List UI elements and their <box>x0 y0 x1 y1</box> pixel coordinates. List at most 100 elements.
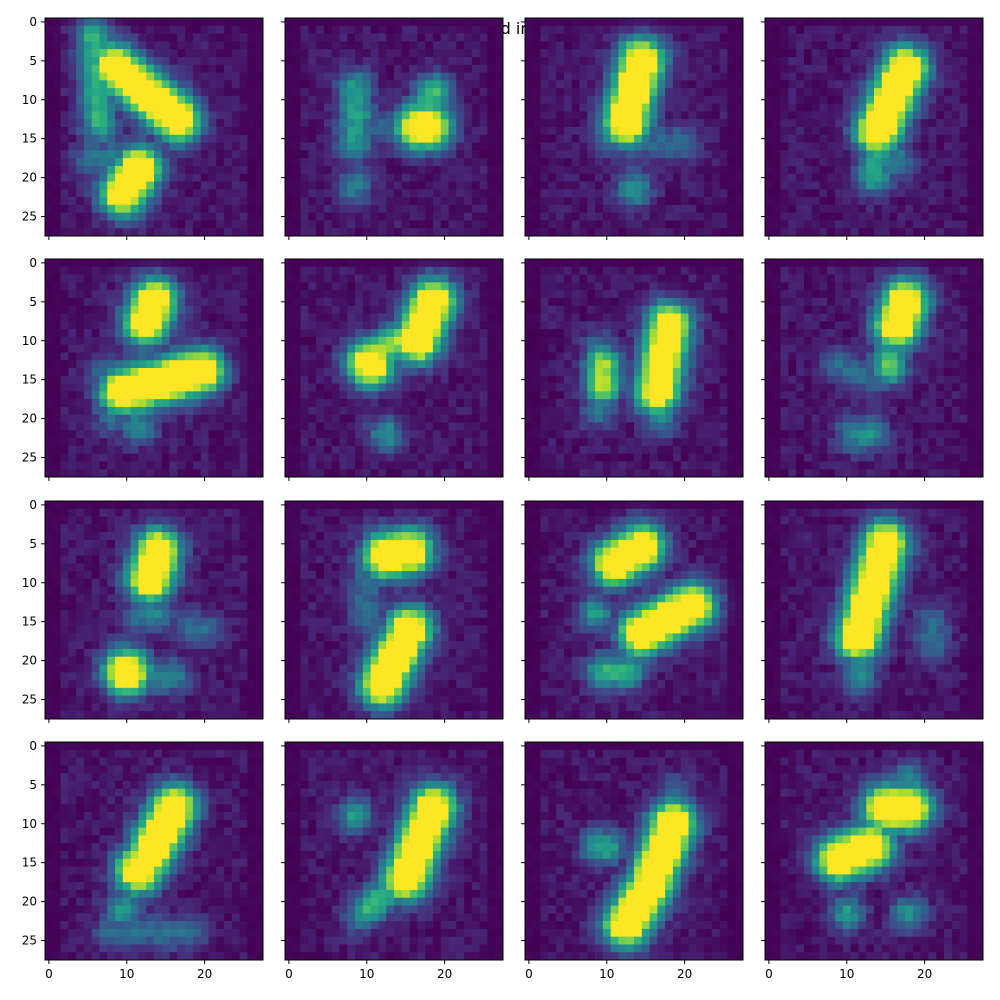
pixel-cell <box>386 95 395 104</box>
pixel-cell <box>255 49 264 58</box>
pixel-cell <box>595 72 604 81</box>
pixel-cell <box>874 103 883 112</box>
pixel-cell <box>347 391 356 400</box>
pixel-cell <box>83 329 93 338</box>
pixel-cell <box>563 25 573 34</box>
pixel-cell <box>138 266 147 275</box>
pixel-cell <box>487 142 496 151</box>
pixel-cell <box>370 88 379 97</box>
pixel-cell <box>200 313 209 322</box>
pixel-cell <box>417 88 426 97</box>
pixel-cell <box>331 406 340 416</box>
pixel-cell <box>331 422 340 431</box>
pixel-cell <box>936 127 945 136</box>
pixel-cell <box>208 212 217 221</box>
pixel-cell <box>827 189 836 198</box>
pixel-cell <box>618 290 627 299</box>
pixel-cell <box>811 72 820 81</box>
pixel-cell <box>130 406 139 416</box>
pixel-cell <box>292 158 301 167</box>
pixel-cell <box>292 368 301 377</box>
pixel-cell <box>548 274 557 283</box>
pixel-cell <box>161 399 170 408</box>
pixel-cell <box>323 189 333 198</box>
pixel-cell <box>835 33 844 42</box>
pixel-cell <box>224 360 233 369</box>
pixel-cell <box>448 461 457 470</box>
pixel-cell <box>727 56 736 66</box>
pixel-cell <box>618 282 627 291</box>
pixel-cell <box>595 290 604 299</box>
pixel-cell <box>649 197 658 206</box>
pixel-cell <box>316 430 325 439</box>
pixel-cell <box>224 336 233 345</box>
pixel-cell <box>409 469 418 478</box>
pixel-cell <box>300 49 309 58</box>
pixel-cell <box>308 399 317 408</box>
pixel-cell <box>704 274 713 283</box>
pixel-cell <box>355 406 364 416</box>
pixel-cell <box>323 469 333 478</box>
pixel-cell <box>355 158 364 167</box>
pixel-cell <box>803 220 813 229</box>
pixel-cell <box>912 111 922 120</box>
pixel-cell <box>347 305 356 314</box>
pixel-cell <box>308 197 317 206</box>
pixel-cell <box>68 80 77 89</box>
pixel-cell <box>76 88 85 97</box>
pixel-cell <box>52 344 61 353</box>
pixel-cell <box>881 212 890 221</box>
pixel-cell <box>60 134 69 143</box>
pixel-cell <box>192 414 202 423</box>
pixel-cell <box>448 111 457 120</box>
pixel-cell <box>45 142 54 151</box>
pixel-cell <box>355 228 364 237</box>
pixel-cell <box>967 88 976 97</box>
pixel-cell <box>711 150 720 159</box>
pixel-cell <box>448 142 457 151</box>
pixel-cell <box>688 142 697 151</box>
pixel-cell <box>819 220 828 229</box>
pixel-cell <box>339 212 348 221</box>
pixel-cell <box>471 204 480 213</box>
pixel-cell <box>532 56 541 66</box>
pixel-cell <box>835 142 844 151</box>
pixel-cell <box>967 150 976 159</box>
pixel-cell <box>765 64 774 73</box>
pixel-cell <box>409 391 418 400</box>
pixel-cell <box>889 18 898 27</box>
pixel-cell <box>91 88 100 97</box>
pixel-cell <box>595 88 604 97</box>
pixel-cell <box>99 88 108 97</box>
pixel-cell <box>370 438 379 447</box>
pixel-cell <box>130 422 139 431</box>
pixel-cell <box>122 189 131 198</box>
pixel-cell <box>525 290 534 299</box>
pixel-cell <box>200 72 209 81</box>
pixel-cell <box>169 391 178 400</box>
pixel-cell <box>587 127 596 136</box>
pixel-cell <box>618 134 627 143</box>
pixel-cell <box>122 181 131 190</box>
pixel-cell <box>362 127 371 136</box>
pixel-cell <box>300 282 309 291</box>
pixel-cell <box>456 414 465 423</box>
pixel-cell <box>99 181 108 190</box>
pixel-cell <box>448 375 457 384</box>
pixel-cell <box>866 228 875 237</box>
pixel-cell <box>912 103 922 112</box>
pixel-cell <box>634 49 643 58</box>
pixel-cell <box>525 212 534 221</box>
pixel-cell <box>60 56 69 66</box>
pixel-cell <box>905 150 914 159</box>
pixel-cell <box>680 72 689 81</box>
pixel-cell <box>247 111 256 120</box>
pixel-cell <box>192 329 202 338</box>
pixel-cell <box>386 197 395 206</box>
pixel-cell <box>339 25 348 34</box>
pixel-cell <box>355 282 364 291</box>
pixel-cell <box>401 274 410 283</box>
pixel-cell <box>920 119 929 128</box>
pixel-cell <box>91 274 100 283</box>
pixel-cell <box>378 360 387 369</box>
